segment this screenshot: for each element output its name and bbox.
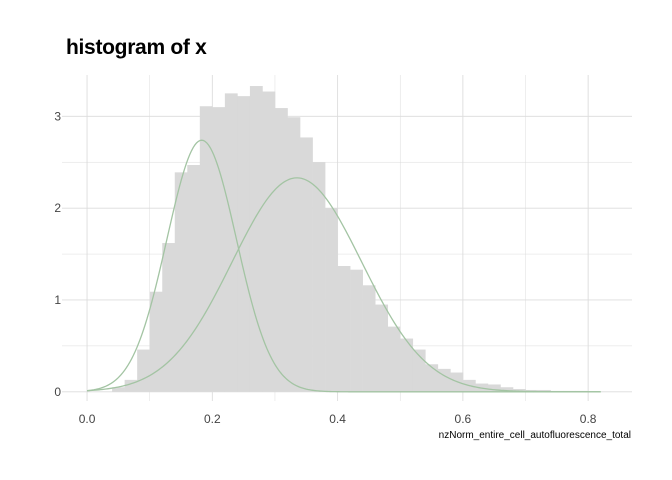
- histogram-bar: [325, 208, 338, 392]
- histogram-bar: [287, 117, 301, 392]
- x-axis-tick-labels: 0.0 0.2 0.4 0.6 0.8: [79, 412, 597, 426]
- histogram-bar: [350, 269, 363, 392]
- histogram-bar: [187, 164, 201, 392]
- histogram-bar: [224, 93, 238, 392]
- histogram-bar: [199, 106, 213, 392]
- chart-title: histogram of x: [66, 36, 207, 59]
- histogram-bar: [212, 107, 226, 392]
- x-tick-label: 0.0: [79, 412, 96, 426]
- density-curve: [87, 177, 601, 393]
- x-axis-title: nzNorm_entire_cell_autofluorescence_tota…: [439, 430, 631, 441]
- histogram-bar: [149, 291, 163, 392]
- histogram-bar: [300, 137, 313, 392]
- x-tick-label: 0.2: [204, 412, 221, 426]
- y-tick-label: 3: [54, 109, 61, 123]
- density-curve: [86, 139, 601, 393]
- histogram-bar: [137, 349, 150, 392]
- histogram-bar: [124, 379, 138, 392]
- histogram-bar: [237, 96, 251, 392]
- x-tick-label: 0.4: [329, 412, 346, 426]
- histogram-bar: [437, 368, 451, 392]
- x-tick-label: 0.8: [580, 412, 597, 426]
- y-axis-tick-labels: 0 1 2 3: [54, 109, 61, 398]
- histogram-bar: [312, 162, 326, 392]
- histogram-bar: [500, 387, 514, 392]
- y-tick-label: 0: [54, 385, 61, 399]
- histogram-bar: [387, 326, 401, 392]
- density-curves: [86, 139, 601, 393]
- histogram-bar: [174, 172, 188, 392]
- y-tick-label: 1: [54, 293, 61, 307]
- histogram-bar: [400, 338, 414, 392]
- histogram-bar: [375, 304, 389, 392]
- histogram-bar: [274, 108, 288, 392]
- y-tick-label: 2: [54, 201, 61, 215]
- histogram-bar: [538, 389, 551, 392]
- histogram-bar: [249, 86, 263, 392]
- histogram-bar: [362, 285, 376, 392]
- histogram-bar: [337, 266, 351, 392]
- histogram-bar: [412, 349, 426, 392]
- histogram-bar: [425, 364, 439, 392]
- histogram-bar: [162, 243, 176, 392]
- histogram-bar: [262, 91, 276, 392]
- histogram-bars: [112, 86, 589, 392]
- x-tick-label: 0.6: [455, 412, 472, 426]
- histogram-bar: [112, 387, 125, 392]
- histogram-bar: [512, 389, 526, 392]
- histogram-bar: [487, 384, 501, 392]
